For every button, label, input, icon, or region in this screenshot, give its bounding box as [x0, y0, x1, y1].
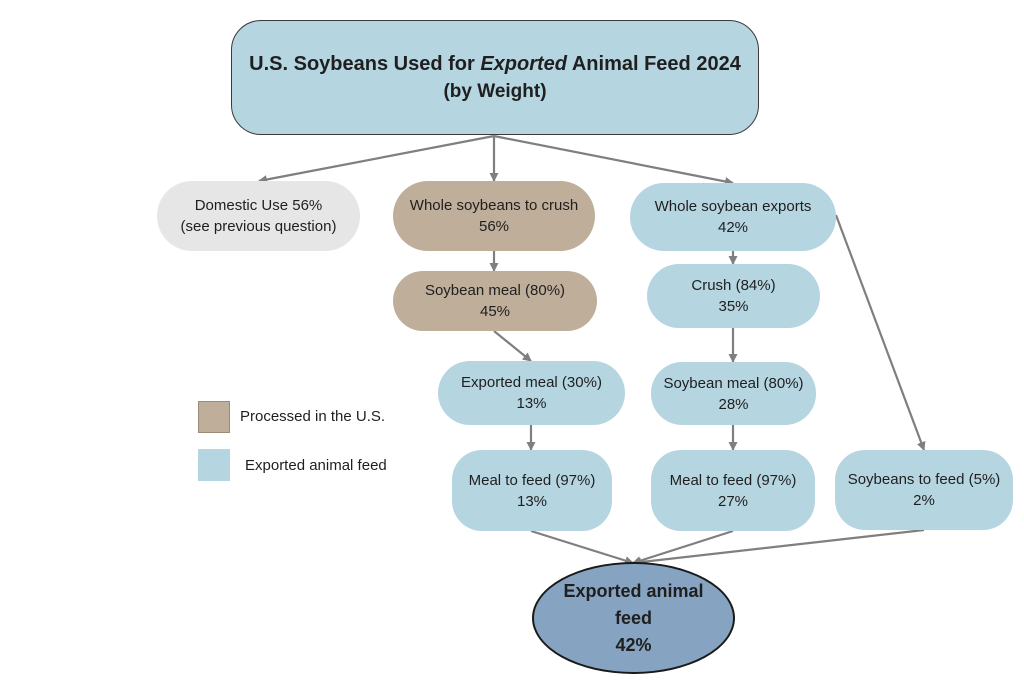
node-whole-crush-line2: 56% — [478, 218, 510, 235]
title-emphasis: Exported — [480, 52, 568, 75]
node-final-line2: feed — [614, 607, 652, 628]
title-suffix: Animal Feed 2024 — [567, 52, 741, 75]
node-crush-84-line2: 35% — [718, 298, 749, 315]
diagram-subtitle: (by Weight) — [443, 80, 547, 102]
title-prefix: U.S. Soybeans Used for — [249, 52, 481, 75]
node-soy-meal-us-line2: 45% — [479, 303, 511, 320]
node-soy-meal-abroad-line2: 28% — [718, 395, 749, 413]
arrow-feed27-to-final — [632, 529, 734, 565]
node-exported-meal-line2: 13% — [516, 395, 547, 412]
diagram-title: U.S. Soybeans Used for Exported Animal F… — [249, 51, 741, 78]
arrow-title-to-domestic — [258, 134, 495, 184]
diagram-title-box: U.S. Soybeans Used for Exported Animal F… — [231, 20, 759, 135]
arrow-feed13-to-final — [530, 529, 634, 565]
node-meal-feed-13-line1: Meal to feed (97%) — [468, 471, 596, 489]
node-soybeans-feed-line1: Soybeans to feed (5%) — [847, 471, 1001, 488]
node-domestic-line1: Domestic Use 56% — [194, 197, 323, 214]
node-crush-84: Crush (84%) 35% — [647, 264, 820, 328]
arrow-exports-to-soybeans-feed — [834, 214, 926, 451]
node-soybeans-feed-line2: 2% — [913, 492, 935, 509]
node-whole-soybeans-to-crush: Whole soybeans to crush 56% — [393, 181, 595, 251]
legend-label-exported: Exported animal feed — [245, 457, 387, 474]
node-final-line1: Exported animal — [563, 580, 704, 601]
node-soybean-meal-abroad: Soybean meal (80%) 28% — [651, 362, 816, 425]
node-domestic-line2: (see previous question) — [180, 218, 337, 235]
node-domestic-use: Domestic Use 56% (see previous question) — [157, 181, 360, 251]
node-crush-84-line1: Crush (84%) — [691, 277, 776, 294]
node-soy-meal-abroad-line1: Soybean meal (80%) — [663, 374, 804, 392]
node-exported-meal-line1: Exported meal (30%) — [461, 374, 602, 391]
node-meal-feed-13-line2: 13% — [516, 492, 548, 510]
legend-swatch-exported — [198, 449, 230, 481]
node-soy-meal-us-line1: Soybean meal (80%) — [424, 282, 566, 299]
node-meal-feed-27-line1: Meal to feed (97%) — [669, 471, 797, 489]
node-whole-soybean-exports: Whole soybean exports 42% — [630, 183, 836, 251]
arrow-soyfeed-to-final — [632, 528, 925, 567]
node-soybean-meal-us: Soybean meal (80%) 45% — [393, 271, 597, 331]
node-exported-meal: Exported meal (30%) 13% — [438, 361, 625, 425]
arrow-meal-to-exported-meal — [493, 330, 532, 362]
legend-label-processed: Processed in the U.S. — [240, 408, 386, 425]
node-meal-to-feed-27: Meal to feed (97%) 27% — [651, 450, 815, 531]
node-whole-exports-line2: 42% — [717, 219, 749, 236]
node-whole-exports-line1: Whole soybean exports — [654, 198, 812, 215]
legend-swatch-processed — [198, 401, 230, 433]
node-exported-animal-feed-total: Exported animal feed 42% — [532, 562, 735, 674]
node-whole-crush-line1: Whole soybeans to crush — [409, 197, 579, 214]
node-meal-to-feed-13: Meal to feed (97%) 13% — [452, 450, 612, 531]
node-meal-feed-27-line2: 27% — [717, 492, 749, 510]
node-soybeans-to-feed: Soybeans to feed (5%) 2% — [835, 450, 1013, 530]
node-final-line3: 42% — [615, 634, 652, 655]
arrow-title-to-exports — [493, 134, 734, 186]
